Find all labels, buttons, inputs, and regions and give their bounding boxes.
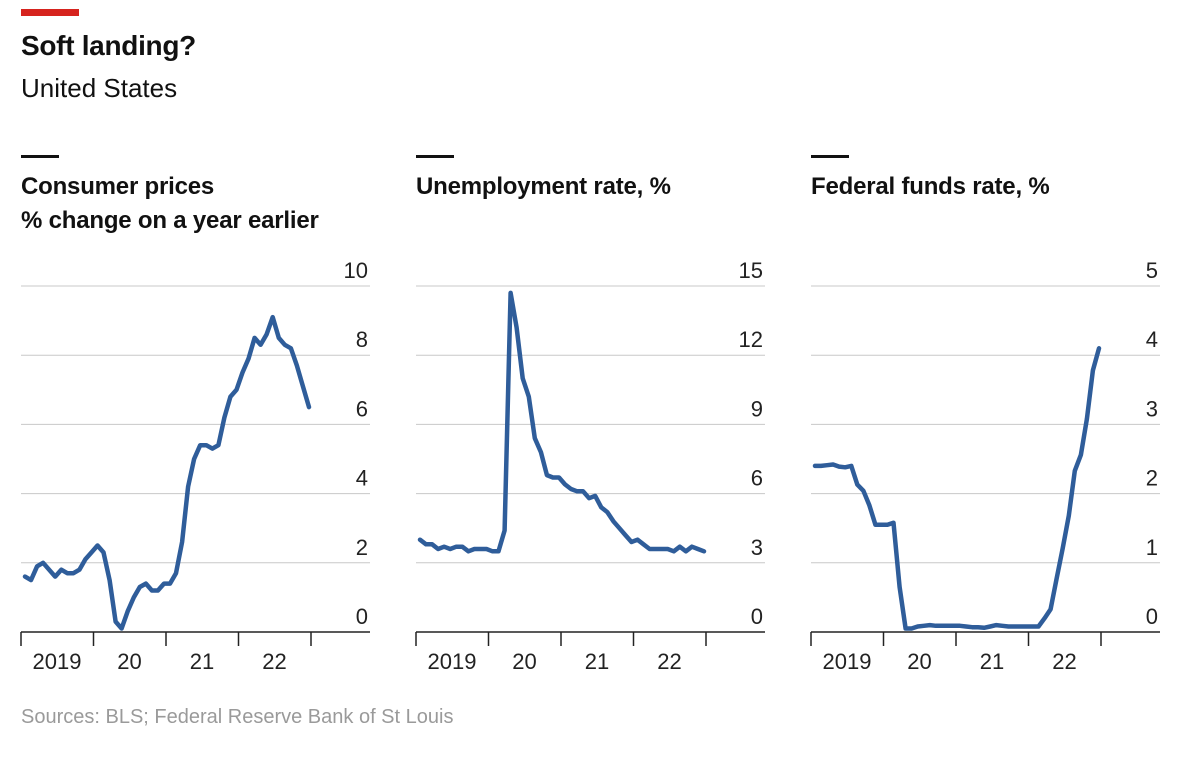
panel-rule-cpi <box>21 155 59 158</box>
cpi-ytick-0: 0 <box>356 604 368 629</box>
fedfunds-xtick-2019: 2019 <box>823 649 872 674</box>
panel-title-fedfunds: Federal funds rate, % <box>811 173 1050 200</box>
unemployment-ytick-3: 3 <box>751 535 763 560</box>
cpi-ytick-4: 4 <box>356 466 368 491</box>
fedfunds-xtick-22: 22 <box>1052 649 1076 674</box>
unemployment-series-line <box>417 290 707 554</box>
fedfunds-series-line <box>812 346 1102 631</box>
panel-title-unemployment: Unemployment rate, % <box>416 173 671 200</box>
fedfunds-xtick-21: 21 <box>980 649 1004 674</box>
cpi-xtick-22: 22 <box>262 649 286 674</box>
panel-title-cpi: Consumer prices % change on a year earli… <box>21 170 319 238</box>
panel-rule-unemployment <box>416 155 454 158</box>
unemployment-xtick-2019: 2019 <box>428 649 477 674</box>
accent-bar <box>21 9 79 16</box>
unemployment-ytick-12: 12 <box>739 327 763 352</box>
unemployment-xtick-21: 21 <box>585 649 609 674</box>
source-note: Sources: BLS; Federal Reserve Bank of St… <box>21 706 454 728</box>
chart-subtitle: United States <box>21 73 178 103</box>
panel-title-cpi-line1: Consumer prices <box>21 173 215 200</box>
fedfunds-ytick-3: 3 <box>1146 396 1158 421</box>
unemployment-ytick-9: 9 <box>751 396 763 421</box>
cpi-xtick-21: 21 <box>190 649 214 674</box>
cpi-ytick-6: 6 <box>356 396 368 421</box>
unemployment-xtick-22: 22 <box>657 649 681 674</box>
cpi-ytick-10: 10 <box>344 258 368 283</box>
fedfunds-xtick-20: 20 <box>907 649 931 674</box>
panel-subtitle-cpi: % change on a year earlier <box>21 207 319 234</box>
cpi-xtick-20: 20 <box>117 649 141 674</box>
cpi-xtick-2019: 2019 <box>33 649 82 674</box>
chart-title: Soft landing? <box>21 30 196 61</box>
cpi-ytick-8: 8 <box>356 327 368 352</box>
unemployment-ytick-6: 6 <box>751 466 763 491</box>
unemployment-ytick-0: 0 <box>751 604 763 629</box>
fedfunds-ytick-4: 4 <box>1146 327 1158 352</box>
fedfunds-ytick-2: 2 <box>1146 466 1158 491</box>
cpi-ytick-2: 2 <box>356 535 368 560</box>
unemployment-xtick-20: 20 <box>512 649 536 674</box>
fedfunds-ytick-5: 5 <box>1146 258 1158 283</box>
fedfunds-ytick-1: 1 <box>1146 535 1158 560</box>
panel-rule-fedfunds <box>811 155 849 158</box>
fedfunds-ytick-0: 0 <box>1146 604 1158 629</box>
cpi-series-line <box>22 314 312 631</box>
unemployment-ytick-15: 15 <box>739 258 763 283</box>
